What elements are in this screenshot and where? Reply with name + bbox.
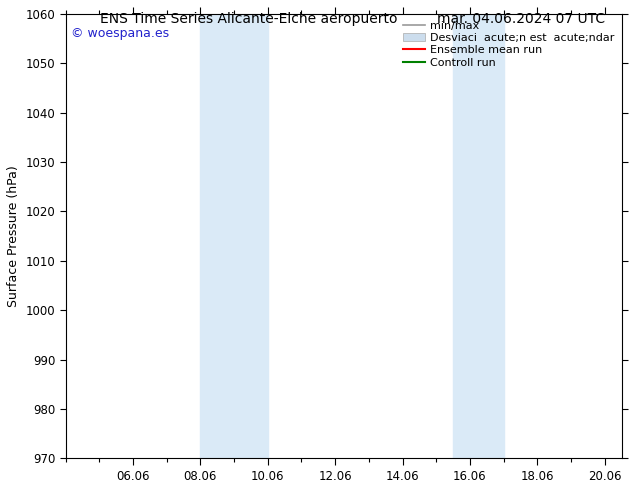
Bar bbox=[200, 14, 268, 458]
Y-axis label: Surface Pressure (hPa): Surface Pressure (hPa) bbox=[7, 165, 20, 307]
Text: © woespana.es: © woespana.es bbox=[71, 27, 169, 40]
Text: mar. 04.06.2024 07 UTC: mar. 04.06.2024 07 UTC bbox=[437, 12, 605, 26]
Bar bbox=[453, 14, 503, 458]
Text: ENS Time Series Alicante-Elche aeropuerto: ENS Time Series Alicante-Elche aeropuert… bbox=[100, 12, 398, 26]
Legend: min/max, Desviaci  acute;n est  acute;ndar, Ensemble mean run, Controll run: min/max, Desviaci acute;n est acute;ndar… bbox=[399, 17, 618, 71]
